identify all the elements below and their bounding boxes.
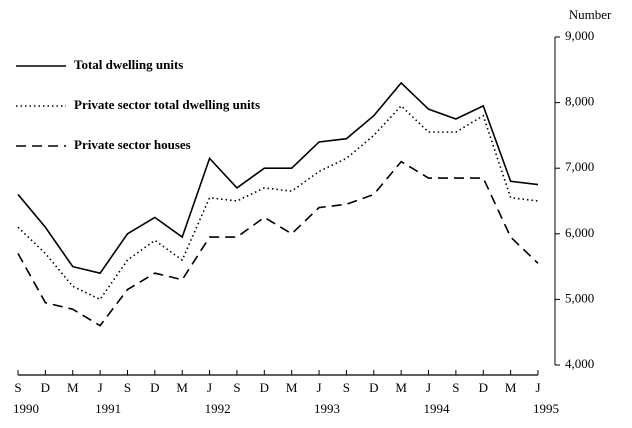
y-tick-label: 9,000 (565, 28, 594, 43)
x-year-label: 1992 (205, 401, 231, 416)
x-tick-label: J (426, 380, 431, 395)
x-tick-label: D (260, 380, 269, 395)
series-line (17, 160, 539, 327)
legend-label: Private sector houses (74, 137, 191, 152)
y-tick-label: 7,000 (565, 159, 594, 174)
x-tick-label: D (150, 380, 159, 395)
x-year-label: 1991 (95, 401, 121, 416)
x-year-label: 1995 (533, 401, 559, 416)
x-tick-label: D (41, 380, 50, 395)
x-tick-label: S (452, 380, 459, 395)
x-tick-label: J (207, 380, 212, 395)
legend-label: Total dwelling units (74, 57, 183, 72)
x-tick-label: S (233, 380, 240, 395)
y-tick-label: 6,000 (565, 225, 594, 240)
y-axis-title: Number (569, 7, 612, 22)
series-line (17, 81, 539, 275)
x-year-label: 1993 (314, 401, 340, 416)
x-tick-label: M (286, 380, 298, 395)
x-tick-label: J (98, 380, 103, 395)
y-tick-label: 5,000 (565, 290, 594, 305)
x-tick-label: M (505, 380, 517, 395)
x-tick-label: M (395, 380, 407, 395)
x-tick-label: S (124, 380, 131, 395)
series-line (17, 104, 539, 301)
y-tick-label: 8,000 (565, 94, 594, 109)
x-tick-label: J (535, 380, 540, 395)
x-tick-label: J (317, 380, 322, 395)
x-year-label: 1990 (13, 401, 39, 416)
x-year-label: 1994 (424, 401, 451, 416)
x-tick-label: D (479, 380, 488, 395)
x-tick-label: M (67, 380, 79, 395)
legend-label: Private sector total dwelling units (74, 97, 260, 112)
x-tick-label: M (176, 380, 188, 395)
x-tick-label: S (343, 380, 350, 395)
x-tick-label: D (369, 380, 378, 395)
y-tick-label: 4,000 (565, 356, 594, 371)
x-tick-label: S (14, 380, 21, 395)
